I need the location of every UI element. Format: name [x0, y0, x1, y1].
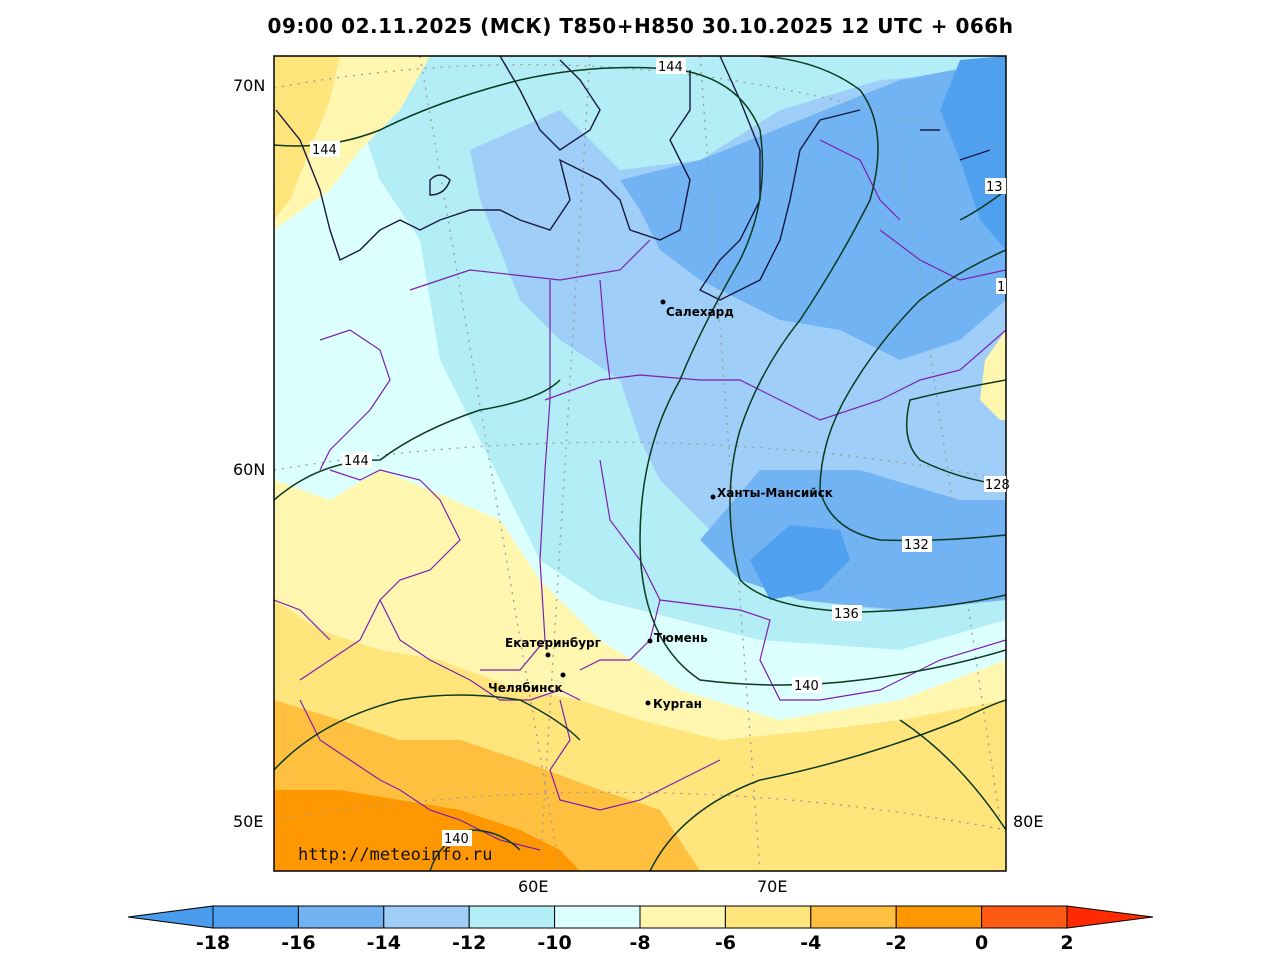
contour-label: 140 — [794, 679, 819, 694]
city-label-khanty-mansiysk: Ханты-Мансийск — [717, 486, 833, 500]
city-label-chelyabinsk: Челябинск — [488, 681, 563, 695]
lon-label-70e: 70E — [757, 877, 787, 896]
lon-label-60e: 60E — [518, 877, 548, 896]
city-label-yekaterinburg: Екатеринбург — [505, 636, 601, 650]
contour-label: 144 — [344, 454, 369, 469]
colorbar-tick-label: 2 — [1060, 932, 1073, 954]
map-title: 09:00 02.11.2025 (МСК) T850+H850 30.10.2… — [267, 14, 1014, 38]
colorbar-tick-label: -16 — [281, 932, 315, 954]
contour-label: 13 — [986, 180, 1003, 195]
city-label-tyumen: Тюмень — [654, 631, 708, 645]
colorbar-segment — [554, 905, 641, 929]
contour-label: 128 — [985, 478, 1010, 493]
colorbar: -18 -16 -14 -12 -10 -8 -6 -4 -2 0 2 — [127, 905, 1154, 954]
colorbar-tick-label: -6 — [715, 932, 736, 954]
colorbar-tick-label: -2 — [886, 932, 907, 954]
colorbar-tick-label: -10 — [537, 932, 571, 954]
colorbar-segment — [468, 905, 556, 929]
cities: Салехард Ханты-Мансийск Екатеринбург Тюм… — [488, 299, 833, 711]
map-frame — [273, 55, 1007, 872]
contour-label: 144 — [312, 143, 337, 158]
lat-label-70n: 70N — [233, 76, 265, 95]
lat-label-60n: 60N — [233, 460, 265, 479]
contour-label: 144 — [658, 60, 683, 75]
temperature-field — [274, 56, 1006, 871]
colorbar-tick-label: -14 — [367, 932, 401, 954]
colorbar-segment — [724, 905, 812, 929]
colorbar-segment — [212, 905, 299, 929]
lon-label-50e: 50E — [233, 812, 263, 831]
colorbar-segment — [810, 905, 897, 929]
colorbar-tick-label: -12 — [452, 932, 486, 954]
colorbar-segment — [297, 905, 385, 929]
colorbar-extend-low — [127, 905, 214, 929]
watermark-url: http://meteoinfo.ru — [298, 845, 492, 865]
contour-label: 132 — [904, 538, 929, 553]
contour-labels: 144 144 144 136 132 128 140 140 13 1 — [310, 58, 1010, 847]
colorbar-segment — [639, 905, 726, 929]
colorbar-segment — [383, 905, 470, 929]
contour-label: 140 — [444, 832, 469, 847]
city-label-salekhard: Салехард — [666, 305, 734, 319]
city-label-kurgan: Курган — [653, 697, 702, 711]
colorbar-tick-label: -4 — [800, 932, 821, 954]
colorbar-segment — [981, 905, 1068, 929]
lon-label-80e: 80E — [1013, 812, 1043, 831]
colorbar-tick-label: -8 — [629, 932, 650, 954]
colorbar-segment — [895, 905, 983, 929]
contour-label: 136 — [834, 607, 859, 622]
colorbar-extend-high — [1066, 905, 1154, 929]
colorbar-tick-label: -18 — [196, 932, 230, 954]
colorbar-tick-label: 0 — [975, 932, 988, 954]
contour-label: 1 — [997, 280, 1005, 295]
